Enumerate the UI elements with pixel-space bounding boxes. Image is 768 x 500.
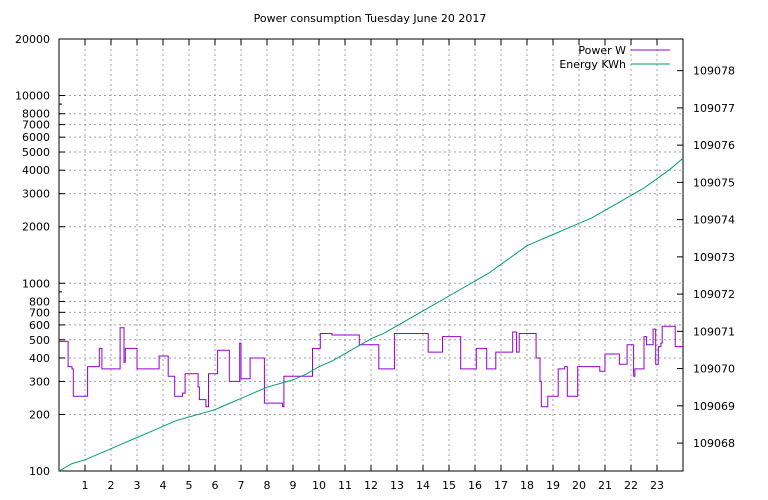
x-tick-label: 9 [290,479,297,492]
y-left-tick-label: 100 [29,465,50,478]
x-tick-label: 14 [416,479,430,492]
x-tick-label: 22 [624,479,638,492]
y-left-tick-label: 7000 [22,119,50,132]
y-right-tick-label: 109072 [693,288,735,301]
x-tick-label: 8 [264,479,271,492]
y-right-tick-label: 109070 [693,363,735,376]
x-tick-label: 21 [598,479,612,492]
y-right-tick-label: 109078 [693,65,735,78]
y-left-tick-label: 20000 [15,33,50,46]
y-left-tick-label: 500 [29,334,50,347]
x-tick-label: 18 [520,479,534,492]
y-left-tick-label: 700 [29,306,50,319]
y-left-tick-label: 4000 [22,164,50,177]
y-left-tick-label: 5000 [22,146,50,159]
series-lines [58,157,684,472]
y-left-tick-label: 6000 [22,131,50,144]
x-tick-label: 6 [212,479,219,492]
y-right-tick-label: 109076 [693,139,735,152]
y-right-tick-label: 109071 [693,325,735,338]
y-right-tick-label: 109073 [693,251,735,264]
grid-lines [59,39,683,471]
y-left-tick-label: 2000 [22,221,50,234]
x-tick-label: 3 [134,479,141,492]
chart-title: Power consumption Tuesday June 20 2017 [254,12,487,25]
x-tick-label: 2 [108,479,115,492]
y-left-tick-label: 8000 [22,108,50,121]
x-tick-label: 7 [238,479,245,492]
x-tick-label: 5 [186,479,193,492]
y-right-tick-label: 109074 [693,214,735,227]
axis-ticks [59,38,683,472]
x-tick-label: 19 [546,479,560,492]
series-line-energy [58,157,684,472]
y-left-tick-label: 300 [29,375,50,388]
x-tick-label: 23 [650,479,664,492]
y-right-tick-label: 109075 [693,176,735,189]
legend: Power W Energy KWh [559,44,670,71]
x-tick-label: 12 [364,479,378,492]
y-left-tick-label: 10000 [15,90,50,103]
legend-label-power: Power W [578,44,626,57]
y-left-tick-label: 600 [29,319,50,332]
y-left-tick-label: 400 [29,352,50,365]
y-right-tick-label: 109069 [693,400,735,413]
series-line-power [59,325,683,408]
x-tick-label: 16 [468,479,482,492]
x-tick-label: 4 [160,479,167,492]
y-left-tick-label: 1000 [22,277,50,290]
x-tick-label: 17 [494,479,508,492]
legend-label-energy: Energy KWh [559,58,626,71]
x-tick-label: 1 [82,479,89,492]
x-tick-label: 13 [390,479,404,492]
x-tick-label: 15 [442,479,456,492]
y-right-tick-label: 109068 [693,437,735,450]
x-tick-label: 11 [338,479,352,492]
y-left-tick-label: 800 [29,295,50,308]
y-left-tick-label: 3000 [22,188,50,201]
x-tick-label: 20 [572,479,586,492]
x-tick-label: 10 [312,479,326,492]
y-left-tick-label: 200 [29,408,50,421]
y-right-tick-label: 109077 [693,102,735,115]
